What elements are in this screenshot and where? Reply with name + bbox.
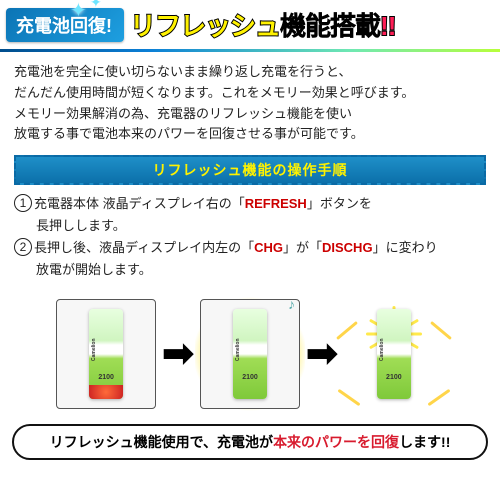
sparkle-icon: ✦: [70, 0, 87, 23]
desc-line: 充電池を完全に使い切らないまま繰り返し充電を行うと、: [14, 62, 486, 83]
keyword-dischg: DISCHG: [322, 240, 373, 255]
step-number: 2: [14, 238, 32, 256]
panel-before: Camelion 2100: [56, 299, 156, 409]
step-1-cont: 長押しします。: [14, 215, 486, 237]
step-number: 1: [14, 194, 32, 212]
battery-icon: Camelion 2100: [233, 309, 267, 399]
arrow-icon: ➡: [306, 331, 338, 376]
hero-title-post: 機能搭載: [280, 11, 380, 41]
footer-callout: リフレッシュ機能使用で、充電池が本来のパワーを回復します!!: [12, 424, 488, 460]
music-note-icon: ♪: [288, 296, 295, 312]
description: 充電池を完全に使い切らないまま繰り返し充電を行うと、 だんだん使用時間が短くなり…: [0, 52, 500, 153]
keyword-chg: CHG: [254, 240, 283, 255]
keyword-refresh: REFRESH: [245, 196, 307, 211]
footer-highlight: 本来のパワーを回復: [273, 434, 399, 450]
desc-line: メモリー効果解消の為、充電器のリフレッシュ機能を使い: [14, 104, 486, 125]
diagram: Camelion 2100 ➡ ♪ Camelion 2100 ➡: [0, 294, 500, 414]
hero-title-bang: !!: [380, 11, 395, 41]
battery-icon: Camelion 2100: [89, 309, 123, 399]
panel-after: Camelion 2100: [344, 299, 444, 409]
battery-icon: Camelion 2100: [377, 309, 411, 399]
sparkle-icon: ✦: [90, 0, 102, 11]
steps-header: リフレッシュ機能の操作手順: [14, 155, 486, 185]
arrow-icon: ➡: [162, 331, 194, 376]
hero-banner: ✦ ✦ 充電池回復! リフレッシュ機能搭載!!: [0, 0, 500, 52]
step-2-cont: 放電が開始します。: [14, 259, 486, 281]
panel-charging: ♪ Camelion 2100: [200, 299, 300, 409]
desc-line: だんだん使用時間が短くなります。これをメモリー効果と呼びます。: [14, 83, 486, 104]
step-2: 2長押し後、液晶ディスプレイ内左の「CHG」が「DISCHG」に変わり: [14, 237, 486, 259]
low-power-icon: [89, 385, 123, 399]
hero-title-highlight: リフレッシュ: [130, 11, 280, 41]
steps-list: 1充電器本体 液晶ディスプレイ右の「REFRESH」ボタンを 長押しします。 2…: [0, 193, 500, 281]
hero-title: リフレッシュ機能搭載!!: [130, 6, 395, 43]
page: ✦ ✦ 充電池回復! リフレッシュ機能搭載!! 充電池を完全に使い切らないまま繰…: [0, 0, 500, 500]
step-1: 1充電器本体 液晶ディスプレイ右の「REFRESH」ボタンを: [14, 193, 486, 215]
hero-badge: 充電池回復!: [6, 8, 124, 42]
desc-line: 放電する事で電池本来のパワーを回復させる事が可能です。: [14, 124, 486, 145]
